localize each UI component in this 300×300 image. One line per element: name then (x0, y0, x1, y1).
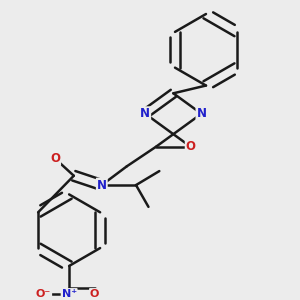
Text: N: N (140, 107, 150, 120)
Text: O: O (186, 140, 196, 153)
Text: O⁻: O⁻ (36, 289, 51, 299)
Text: N⁺: N⁺ (61, 289, 77, 299)
Text: N: N (196, 107, 206, 120)
Text: N: N (97, 178, 107, 192)
Text: O: O (90, 289, 99, 299)
Text: O: O (50, 152, 60, 165)
